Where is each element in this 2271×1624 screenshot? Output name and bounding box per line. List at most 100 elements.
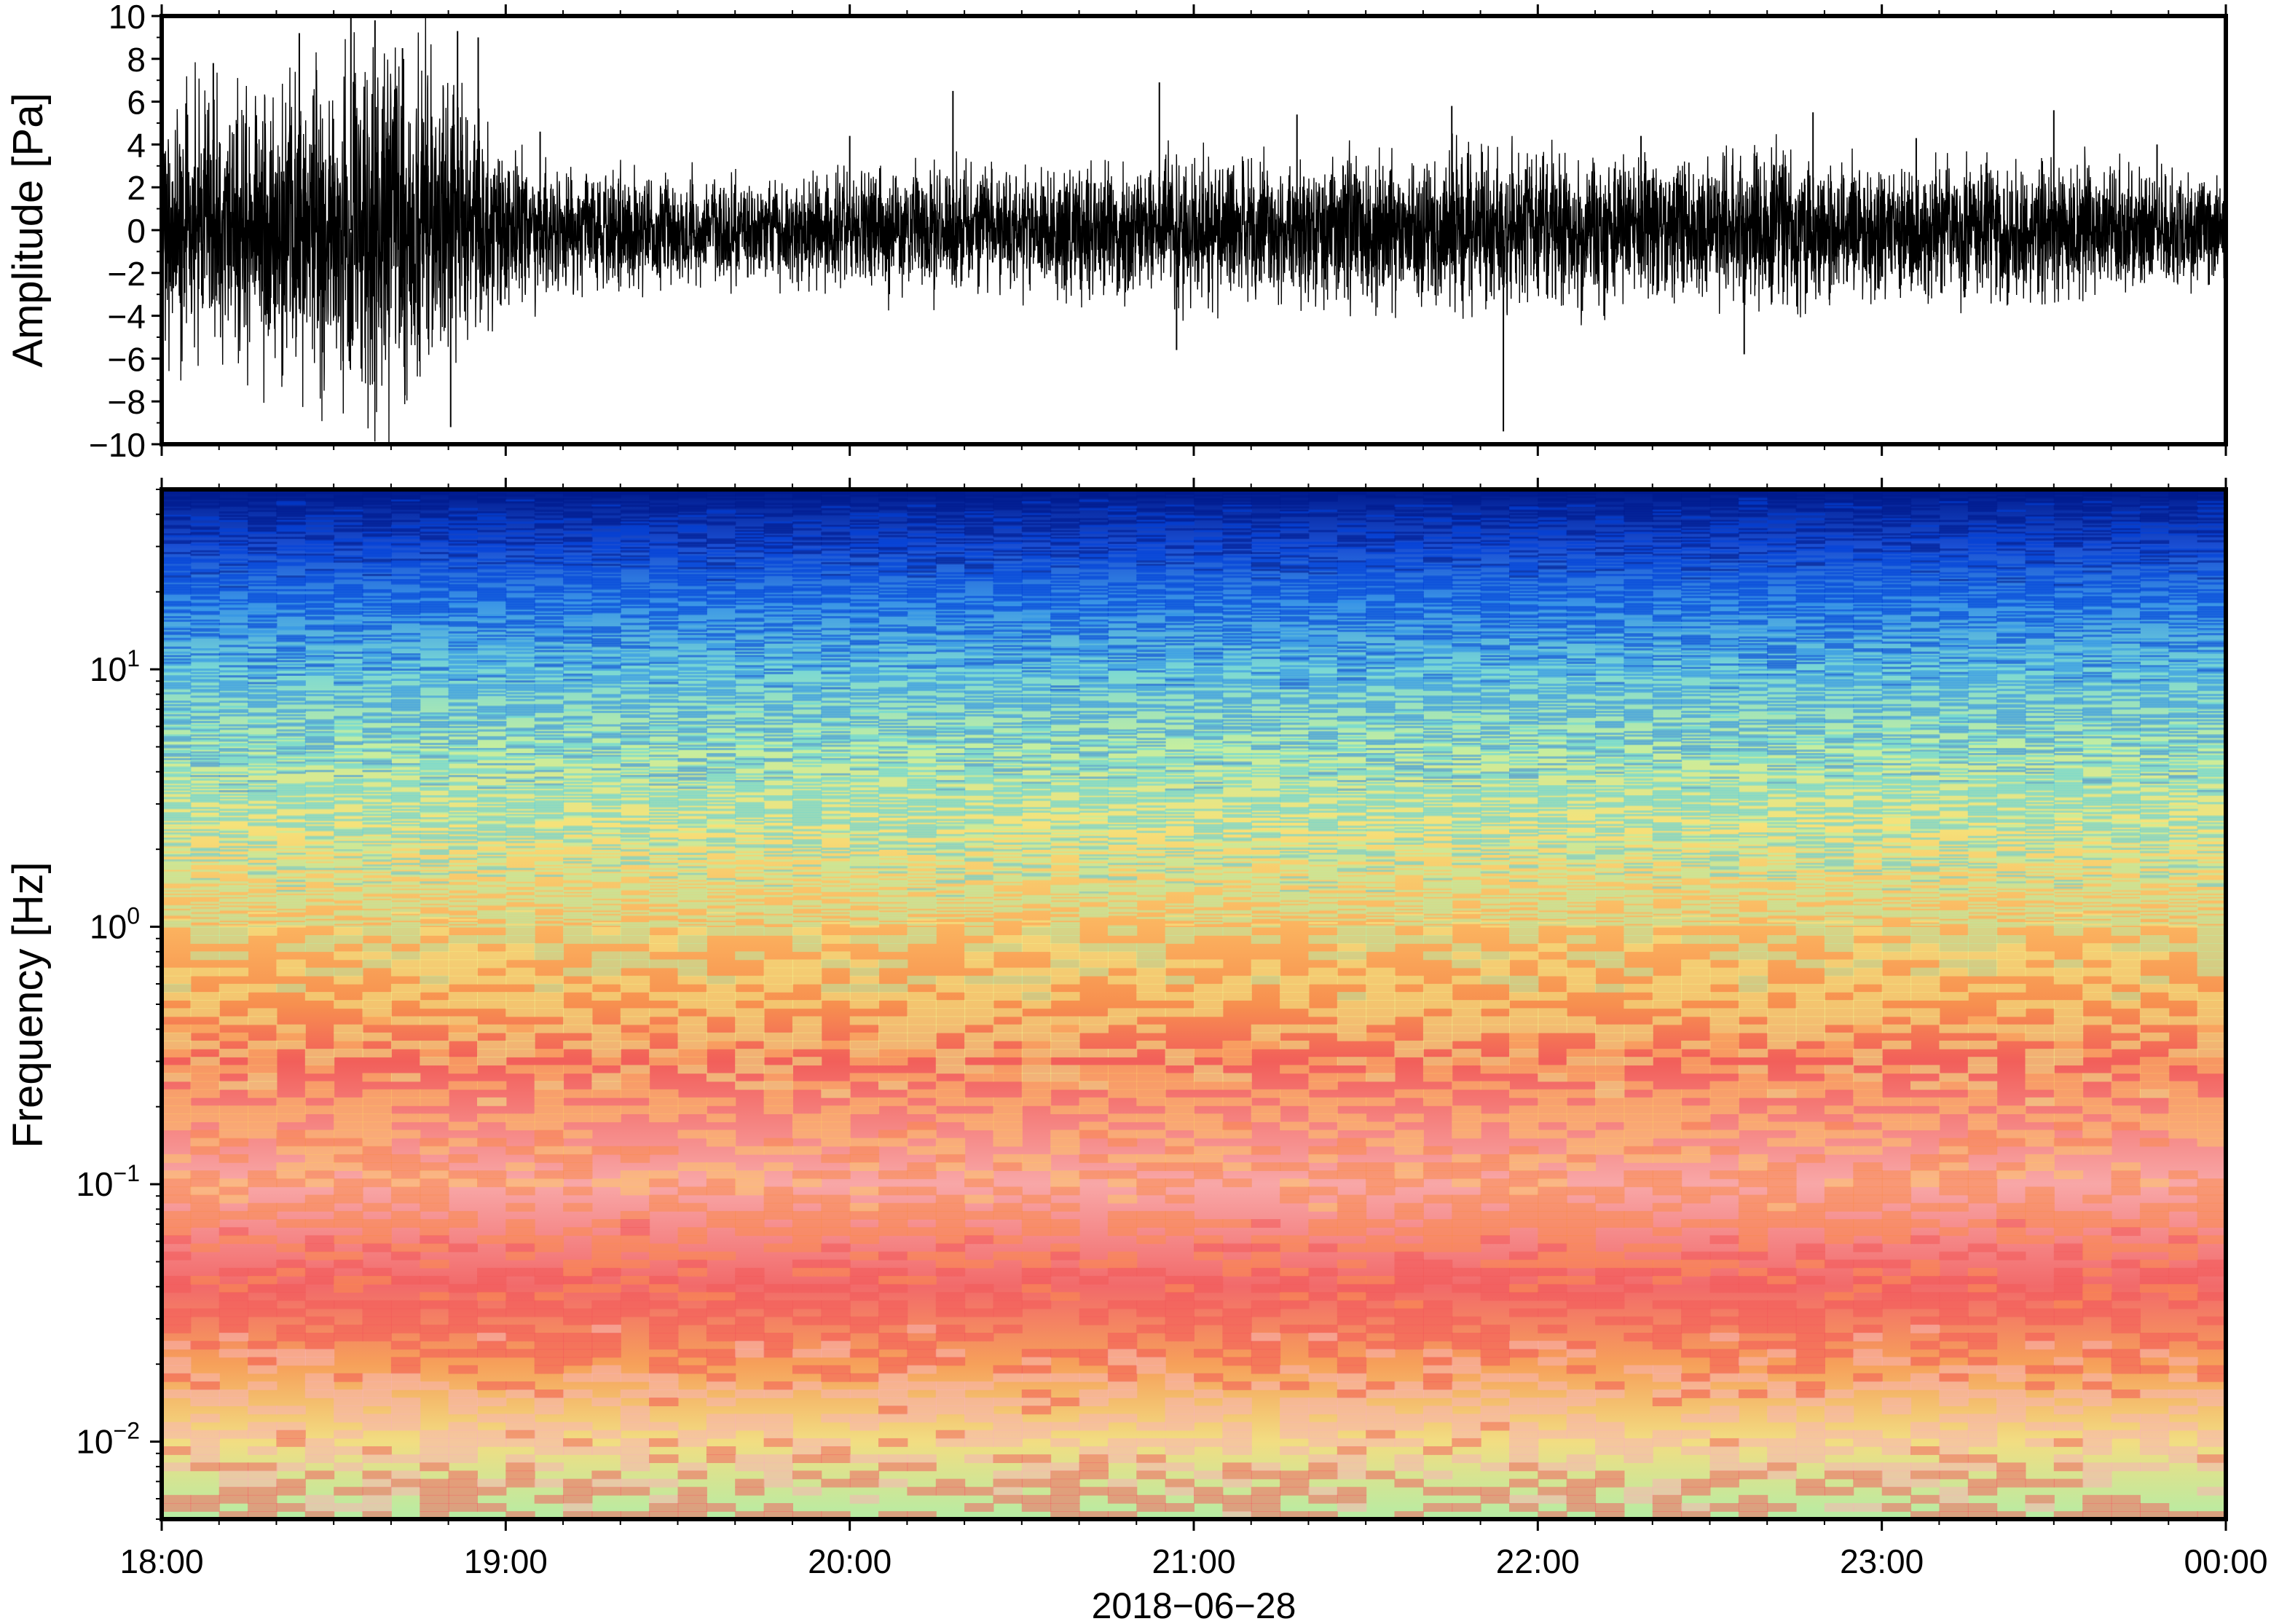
spectrogram-cell [362, 872, 392, 875]
spectrogram-cell [448, 935, 478, 944]
spectrogram-cell [763, 658, 793, 661]
spectrogram-cell [219, 927, 249, 936]
spectrogram-cell [505, 695, 535, 698]
spectrogram-cell [907, 770, 937, 773]
spectrogram-cell [362, 579, 392, 582]
spectrogram-cell [907, 580, 937, 583]
spectrogram-cell [849, 658, 880, 661]
spectrogram-cell [534, 1170, 564, 1180]
spectrogram-cell [276, 923, 306, 926]
spectrogram-cell [706, 840, 736, 843]
spectrogram-cell [276, 1486, 306, 1496]
spectrogram-cell [390, 910, 421, 912]
spectrogram-cell [190, 886, 220, 889]
spectrogram-cell [190, 720, 220, 723]
spectrogram-cell [162, 535, 192, 537]
spectrogram-cell [390, 678, 421, 681]
spectrogram-cell [190, 1000, 220, 1009]
spectrogram-cell [620, 1454, 650, 1463]
spectrogram-cell [534, 1081, 564, 1090]
spectrogram-cell [219, 790, 249, 793]
spectrogram-cell [706, 1446, 736, 1455]
spectrogram-cell [448, 537, 478, 540]
spectrogram-cell [505, 880, 535, 883]
spectrogram-cell [821, 537, 851, 540]
spectrogram-cell [591, 802, 621, 805]
spectrogram-cell [420, 596, 449, 599]
spectrogram-cell [162, 616, 192, 619]
spectrogram-cell [162, 497, 192, 500]
spectrogram-cell [849, 1057, 880, 1066]
spectrogram-cell [849, 523, 880, 526]
spectrogram-cell [477, 707, 507, 710]
spectrogram-cell [248, 669, 278, 671]
spectrogram-cell [304, 935, 335, 944]
spectrogram-cell [821, 569, 851, 572]
spectrogram-cell [907, 688, 937, 691]
spectrogram-cell [792, 496, 822, 499]
spectrogram-cell [420, 591, 449, 594]
spectrogram-cell [849, 1292, 880, 1301]
spectrogram-cell [792, 624, 822, 627]
spectrogram-cell [304, 1219, 335, 1228]
spectrogram-cell [591, 1324, 621, 1333]
spectrogram-cell [477, 975, 507, 985]
spectrogram-cell [276, 1462, 306, 1472]
spectrogram-cell [878, 913, 908, 916]
spectrogram-cell [190, 927, 220, 936]
spectrogram-cell [362, 730, 392, 733]
spectrogram-cell [248, 706, 278, 709]
spectrogram-cell [477, 497, 507, 500]
spectrogram-cell [763, 1089, 793, 1098]
spectrogram-cell [763, 491, 793, 494]
spectrogram-cell [505, 1227, 535, 1237]
spectrogram-cell [849, 825, 880, 828]
spectrogram-cell [849, 1324, 880, 1333]
spectrogram-cell [477, 643, 507, 646]
spectrogram-cell [219, 582, 249, 585]
spectrogram-cell [591, 583, 621, 586]
spectrogram-cell [620, 849, 650, 852]
spectrogram-cell [907, 783, 937, 786]
spectrogram-cell [448, 783, 478, 786]
spectrogram-cell [735, 761, 765, 764]
spectrogram-cell [448, 543, 478, 546]
spectrogram-cell [334, 1146, 363, 1155]
spectrogram-cell [792, 1243, 822, 1253]
spectrogram-cell [420, 1438, 449, 1447]
spectrogram-cell [448, 1138, 478, 1147]
spectrogram-cell [649, 646, 679, 649]
spectrogram-cell [878, 582, 908, 585]
spectrogram-cell [505, 577, 535, 580]
spectrogram-cell [477, 663, 507, 666]
spectrogram-cell [591, 872, 621, 875]
spectrogram-cell [276, 527, 306, 529]
spectrogram-cell [276, 597, 306, 600]
spectrogram-cell [649, 1454, 679, 1463]
spectrogram-cell [420, 1259, 449, 1269]
spectrogram-cell [420, 760, 449, 762]
spectrogram-cell [907, 587, 937, 590]
spectrogram-cell [706, 1138, 736, 1147]
spectrogram-cell [362, 591, 392, 594]
spectrogram-cell [677, 893, 707, 896]
spectrogram-cell [620, 606, 650, 609]
spectrogram-cell [362, 648, 392, 651]
spectrogram-cell [735, 815, 765, 818]
spectrogram-cell [763, 641, 793, 644]
spectrogram-cell [362, 1422, 392, 1431]
spectrogram-cell [792, 1210, 822, 1220]
spectrogram-cell [304, 762, 335, 765]
spectrogram-cell [763, 795, 793, 798]
spectrogram-cell [276, 555, 306, 558]
spectrogram-cell [849, 577, 880, 580]
spectrogram-cell [649, 1194, 679, 1204]
spectrogram-cell [276, 917, 306, 920]
spectrogram-cell [849, 1478, 880, 1488]
spectrogram-cell [334, 875, 363, 878]
spectrogram-cell [276, 680, 306, 683]
spectrogram-cell [304, 604, 335, 607]
spectrogram-cell [735, 1422, 765, 1431]
spectrogram-cell [448, 871, 478, 874]
spectrogram-cell [477, 634, 507, 637]
